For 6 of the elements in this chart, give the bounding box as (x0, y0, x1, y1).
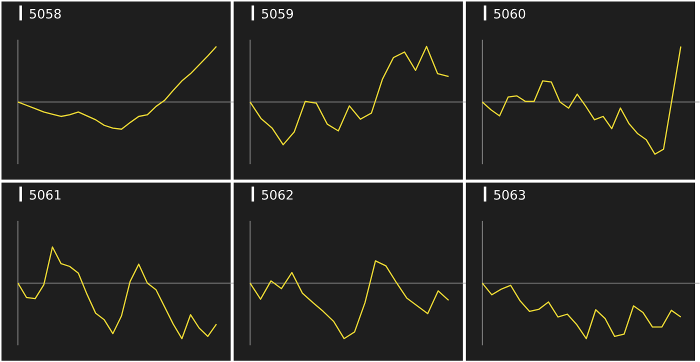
chart-title: 5063 (494, 190, 526, 200)
chart-title: 5058 (30, 8, 61, 19)
chart-title: 5061 (30, 190, 60, 200)
chart-title: 5059 (262, 8, 293, 19)
chart-title: 5062 (262, 190, 293, 200)
chart-title: 5060 (494, 8, 526, 19)
